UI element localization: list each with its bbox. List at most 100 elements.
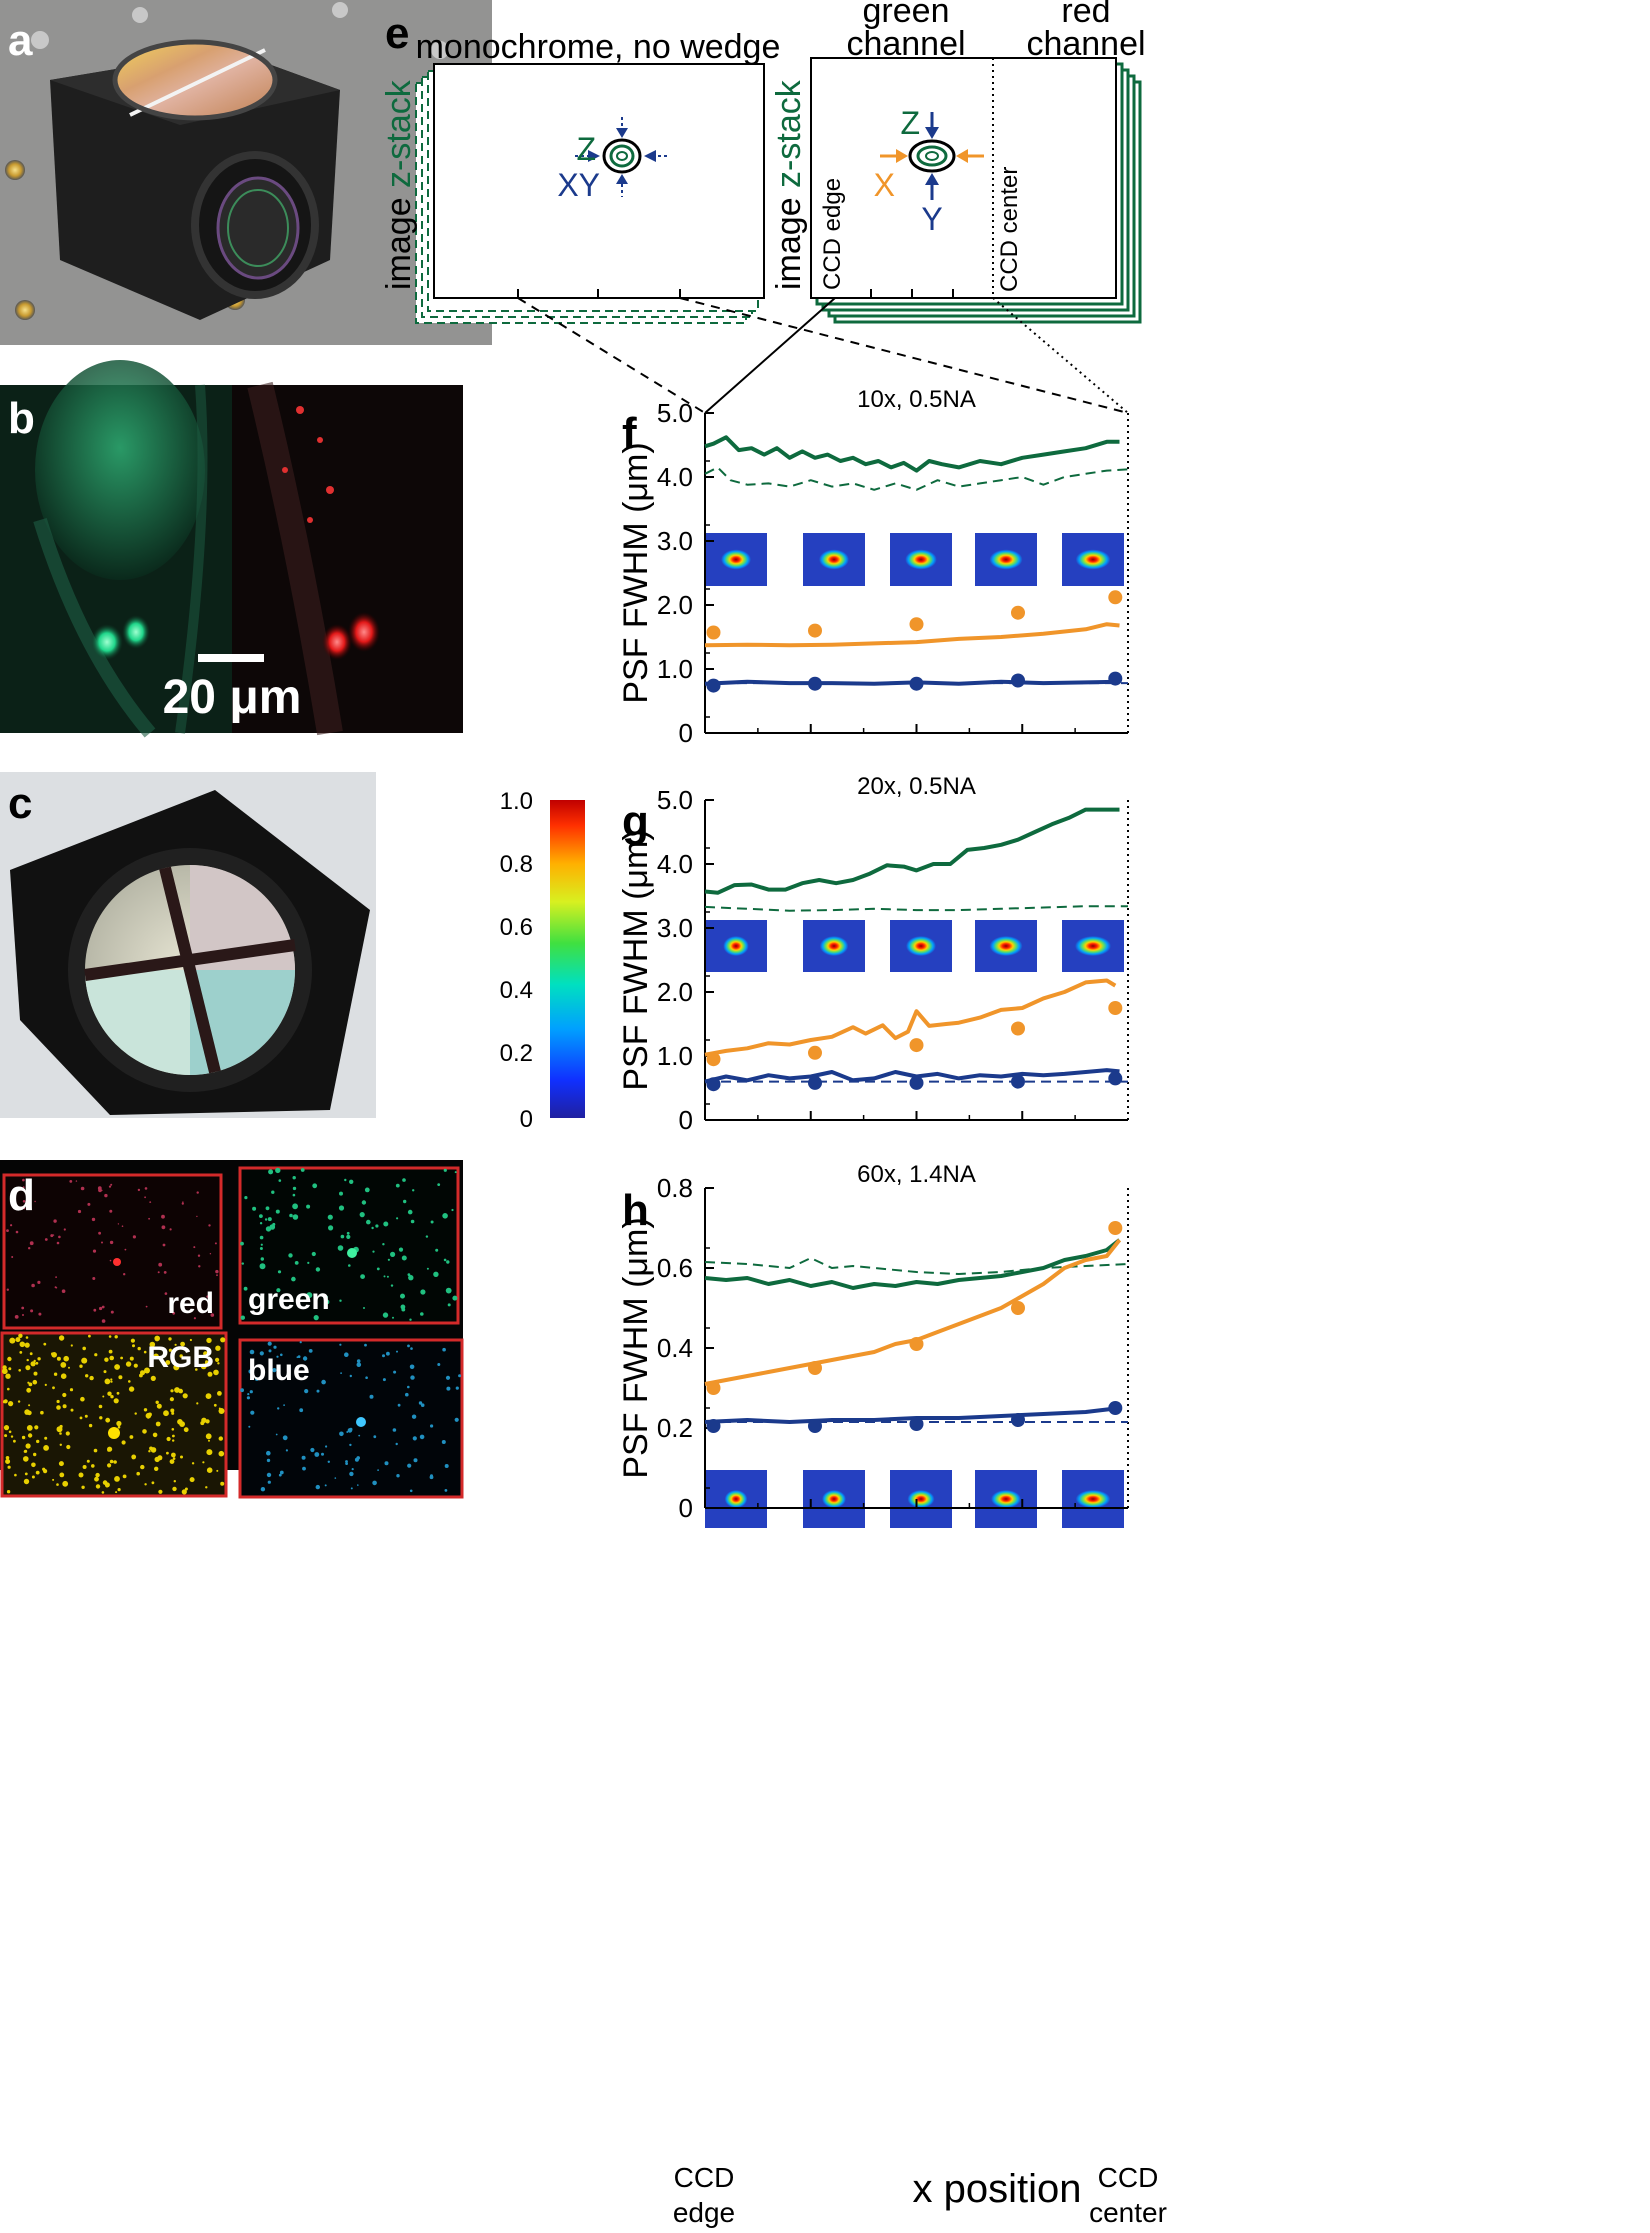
bead-dot: [443, 1258, 447, 1262]
bead-dot: [338, 1205, 345, 1211]
y-tick-label: 1.0: [657, 654, 693, 684]
psf-spot: [905, 549, 937, 570]
bead-dot: [116, 1420, 122, 1427]
y-tick-label: 0.4: [657, 1333, 693, 1363]
bead-dot: [442, 1213, 448, 1219]
bead-dot: [61, 1289, 66, 1293]
colorbar-tick: 0.2: [500, 1040, 533, 1067]
bead-dot: [375, 1224, 379, 1228]
bead-dot: [144, 1187, 148, 1190]
bead-dot: [109, 1355, 114, 1361]
bead-dot: [372, 1250, 375, 1253]
data-point: [909, 617, 924, 632]
bead-dot: [85, 1374, 89, 1378]
bead-dot: [266, 1458, 271, 1463]
bead-dot: [430, 1220, 434, 1224]
bead-dot: [107, 1463, 112, 1468]
bead-dot: [109, 1209, 113, 1213]
bead-dot: [314, 1452, 320, 1457]
psf-spot: [989, 936, 1023, 956]
bead-dot: [308, 1349, 313, 1353]
bead-dot: [2, 1400, 7, 1404]
bead-dot: [166, 1451, 169, 1455]
bead-dot: [95, 1484, 101, 1489]
bead-dot: [407, 1209, 413, 1215]
data-point: [808, 1045, 822, 1060]
bead-dot: [273, 1345, 277, 1349]
table-hole: [431, 41, 449, 59]
bead-dot: [215, 1269, 219, 1274]
bead-dot: [56, 1356, 61, 1361]
series-line: [704, 905, 1128, 912]
bead-dot: [344, 1352, 349, 1357]
bead-dot: [62, 1480, 69, 1487]
bead-dot: [420, 1289, 426, 1295]
bead-dot: [33, 1371, 38, 1376]
bead-dot: [143, 1350, 147, 1354]
data-point: [706, 625, 721, 640]
bead-dot: [240, 1241, 244, 1246]
panel-b-micrograph: [0, 360, 463, 738]
data-point: [1108, 1001, 1123, 1015]
series-line: [704, 1257, 1129, 1275]
bead-dot: [433, 1271, 439, 1278]
bead-dot: [315, 1267, 321, 1272]
bead-dot: [276, 1355, 279, 1358]
bead-dot: [142, 1429, 147, 1434]
bead-dot: [118, 1375, 123, 1380]
bead-dot: [11, 1256, 14, 1258]
psf-spot: [721, 549, 751, 570]
bead-dot: [129, 1356, 134, 1361]
y-tick-label: 3.0: [657, 526, 693, 556]
bead-dot: [180, 1341, 186, 1347]
bead-dot: [43, 1342, 47, 1346]
green-channel-title-2: channel: [846, 25, 965, 63]
bead-dot: [179, 1354, 183, 1358]
bead-dot: [259, 1235, 264, 1240]
bead-dot: [107, 1391, 112, 1396]
bead-dot: [392, 1428, 397, 1432]
bead-dot: [99, 1306, 103, 1311]
bead-dot: [35, 1361, 39, 1365]
chart-panel-f: 0 1.0 2.0 3.0 4.0 5.0 10x, 0.5NA PSF FWHM (μm): [617, 386, 1129, 748]
bead-dot: [101, 1491, 105, 1494]
data-point: [909, 676, 924, 691]
bead-dot: [267, 1217, 272, 1222]
green-channel-box: [238, 1166, 460, 1325]
bead-dot: [164, 1292, 168, 1295]
bead-dot: [243, 1286, 248, 1291]
psf-spot: [1075, 936, 1111, 956]
x-right-label-1: CCD: [1098, 2162, 1159, 2193]
bead-dot: [19, 1341, 26, 1348]
bead-dot: [218, 1407, 221, 1410]
bead-dot: [114, 1364, 120, 1370]
blue-channel-box: [238, 1338, 464, 1499]
bead-dot: [445, 1375, 451, 1380]
data-point: [706, 1419, 721, 1433]
bead-dot: [174, 1387, 180, 1393]
bead-dot: [154, 1466, 159, 1472]
red-neuron-2: [348, 612, 380, 652]
psf-spot: [906, 936, 936, 956]
red-channel-box: [2, 1173, 223, 1330]
bead-dot: [260, 1257, 264, 1261]
label-blue: blue: [248, 1354, 310, 1387]
bead-dot: [292, 1214, 299, 1220]
bead-dot: [19, 1351, 23, 1354]
mono-zstack-label: image z-stack: [380, 79, 418, 290]
bead-dot: [110, 1395, 114, 1399]
bead-dot: [409, 1489, 413, 1493]
bead-dot: [9, 1337, 16, 1344]
bead-dot: [130, 1338, 135, 1343]
bead-dot: [102, 1395, 105, 1398]
table-hole: [31, 31, 49, 49]
bead-dot: [36, 1439, 40, 1444]
bead-dot: [5, 1459, 11, 1464]
bead-dot: [452, 1295, 458, 1301]
bead-dot: [254, 1377, 259, 1381]
bead-dot: [383, 1221, 389, 1227]
bead-dot: [114, 1335, 118, 1339]
bead-dot: [206, 1295, 209, 1298]
bead-dot: [447, 1303, 451, 1307]
bead-dot: [398, 1247, 404, 1252]
